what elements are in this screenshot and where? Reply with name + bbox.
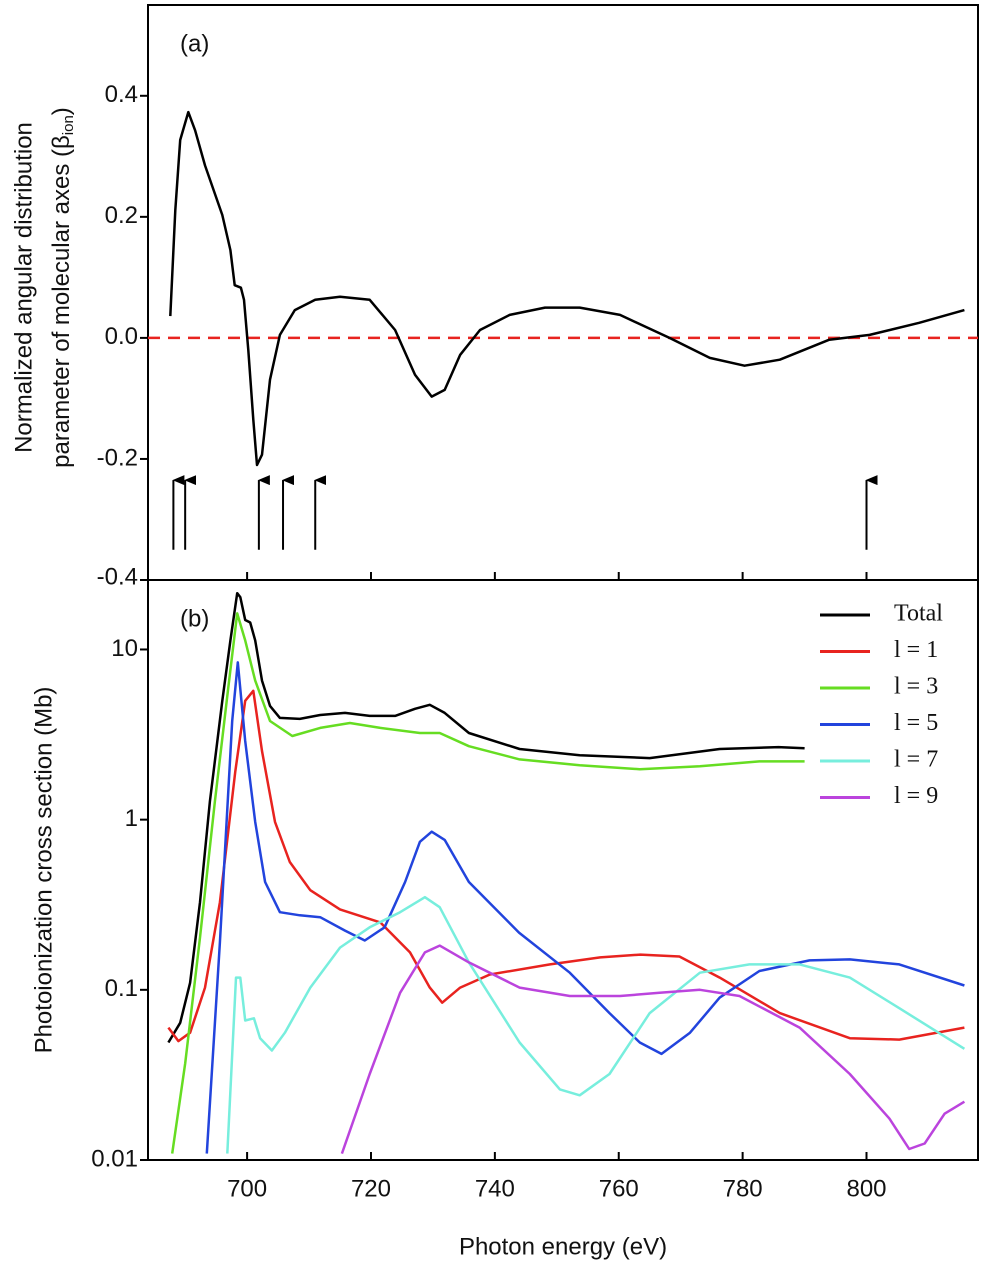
y-axis-label-subscript: ion xyxy=(60,115,77,135)
legend-label: Total xyxy=(894,601,943,627)
y-tick-label: -0.2 xyxy=(97,444,138,471)
series-line xyxy=(167,591,805,1044)
y-tick-label: 0.01 xyxy=(91,1145,138,1172)
y-axis-label-part: parameter of molecular axes (β xyxy=(48,135,75,468)
y-tick-label: 0.0 xyxy=(105,323,138,350)
y-tick-label: 10 xyxy=(111,635,138,662)
x-tick-label: 800 xyxy=(846,1175,886,1202)
legend-label: l = 3 xyxy=(894,674,938,700)
legend-label: l = 9 xyxy=(894,783,938,809)
legend-label: l = 1 xyxy=(894,637,938,663)
panel-label: (b) xyxy=(180,605,209,632)
x-tick-label: 760 xyxy=(599,1175,639,1202)
y-axis-label: parameter of molecular axes (βion) xyxy=(48,107,77,468)
plot-frame xyxy=(147,579,979,1161)
series-line xyxy=(226,895,966,1154)
legend-label: l = 5 xyxy=(894,710,938,736)
plot-frame xyxy=(147,4,979,581)
legend-label: l = 7 xyxy=(894,747,938,773)
series-line xyxy=(205,661,965,1154)
x-axis-label: Photon energy (eV) xyxy=(459,1233,667,1260)
x-tick-label: 720 xyxy=(351,1175,391,1202)
y-tick-label: -0.4 xyxy=(97,563,138,590)
series-line xyxy=(340,944,966,1155)
y-axis-label-part: ) xyxy=(48,107,75,115)
x-tick-label: 780 xyxy=(723,1175,763,1202)
series-line xyxy=(169,110,965,467)
y-tick-label: 0.4 xyxy=(105,81,138,108)
y-tick-label: 1 xyxy=(125,805,138,832)
x-tick-label: 740 xyxy=(475,1175,515,1202)
series-line xyxy=(167,689,965,1043)
y-axis-label: Normalized angular distribution xyxy=(10,122,37,453)
x-tick-label: 700 xyxy=(227,1175,267,1202)
panel-label: (a) xyxy=(180,30,209,57)
y-tick-label: 0.1 xyxy=(105,975,138,1002)
y-axis-label: Photoionization cross section (Mb) xyxy=(30,687,57,1054)
series-line xyxy=(170,612,805,1154)
y-tick-label: 0.2 xyxy=(105,202,138,229)
